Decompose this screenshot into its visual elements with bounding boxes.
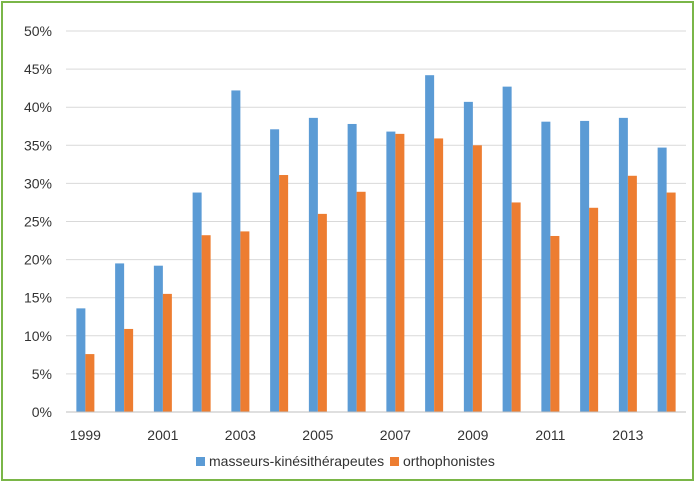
x-tick-label: 2005: [302, 427, 333, 443]
bar-masseurs-kinesitherapeutes-2006: [347, 123, 357, 413]
y-tick-label: 25%: [24, 214, 52, 230]
bar-orthophonistes-2006: [356, 191, 366, 412]
y-tick-label: 35%: [24, 137, 52, 153]
bar-masseurs-kinesitherapeutes-2004: [270, 129, 280, 412]
bar-orthophonistes-2007: [395, 133, 405, 412]
bar-orthophonistes-2002: [201, 235, 211, 412]
x-axis-tick-labels: 1999 2001 2003 2005 2007 2009 2011 2013: [70, 427, 644, 443]
bar-masseurs-kinesitherapeutes-2010: [502, 86, 512, 412]
bar-orthophonistes-2004: [279, 175, 289, 412]
y-tick-label: 30%: [24, 175, 52, 191]
bar-masseurs-kinesitherapeutes-2007: [386, 131, 396, 413]
y-axis-tick-labels: 0% 5% 10% 15% 20% 25% 30% 35% 40% 45% 50%: [24, 23, 52, 420]
bar-masseurs-kinesitherapeutes-2000: [115, 263, 125, 412]
bar-orthophonistes-2005: [317, 213, 327, 412]
y-tick-label: 45%: [24, 61, 52, 77]
bar-orthophonistes-2011: [550, 235, 560, 412]
x-tick-label: 2001: [147, 427, 178, 443]
legend-swatch-masseurs-kinesitherapeutes: [196, 457, 205, 466]
bar-masseurs-kinesitherapeutes-2005: [308, 117, 318, 413]
y-tick-label: 50%: [24, 23, 52, 39]
bar-masseurs-kinesitherapeutes-2014: [657, 147, 667, 412]
legend-label-orthophonistes: orthophonistes: [403, 453, 495, 469]
bar-masseurs-kinesitherapeutes-1999: [76, 308, 86, 412]
y-tick-label: 15%: [24, 290, 52, 306]
y-tick-label: 10%: [24, 328, 52, 344]
bar-masseurs-kinesitherapeutes-2008: [425, 75, 435, 413]
x-tick-label: 2009: [457, 427, 488, 443]
bar-masseurs-kinesitherapeutes-2002: [192, 192, 202, 412]
bar-orthophonistes-2008: [434, 138, 444, 412]
bar-masseurs-kinesitherapeutes-2009: [463, 101, 473, 412]
bar-orthophonistes-1999: [85, 354, 95, 412]
bar-orthophonistes-2003: [240, 231, 250, 412]
bar-masseurs-kinesitherapeutes-2012: [580, 120, 590, 412]
y-tick-label: 0%: [32, 404, 52, 420]
x-tick-label: 2013: [612, 427, 643, 443]
bar-orthophonistes-2000: [124, 328, 134, 412]
bar-orthophonistes-2001: [162, 293, 172, 412]
bars: [76, 75, 676, 413]
x-tick-label: 2011: [535, 427, 565, 443]
bar-masseurs-kinesitherapeutes-2001: [153, 265, 163, 412]
bar-orthophonistes-2012: [589, 207, 599, 412]
bar-masseurs-kinesitherapeutes-2013: [618, 117, 628, 413]
legend-swatch-orthophonistes: [390, 457, 399, 466]
bar-orthophonistes-2013: [627, 175, 637, 412]
bar-masseurs-kinesitherapeutes-2003: [231, 90, 241, 412]
bar-orthophonistes-2009: [472, 145, 482, 413]
bar-masseurs-kinesitherapeutes-2011: [541, 121, 551, 412]
y-tick-label: 40%: [24, 99, 52, 115]
y-tick-label: 20%: [24, 252, 52, 268]
bar-orthophonistes-2010: [511, 202, 521, 412]
x-tick-label: 1999: [70, 427, 101, 443]
x-tick-label: 2003: [225, 427, 256, 443]
bar-orthophonistes-2014: [666, 192, 676, 412]
legend: masseurs-kinésithérapeutes orthophonistes: [196, 453, 495, 469]
x-tick-label: 2007: [380, 427, 411, 443]
y-tick-label: 5%: [32, 366, 52, 382]
legend-label-masseurs-kinesitherapeutes: masseurs-kinésithérapeutes: [209, 453, 384, 469]
